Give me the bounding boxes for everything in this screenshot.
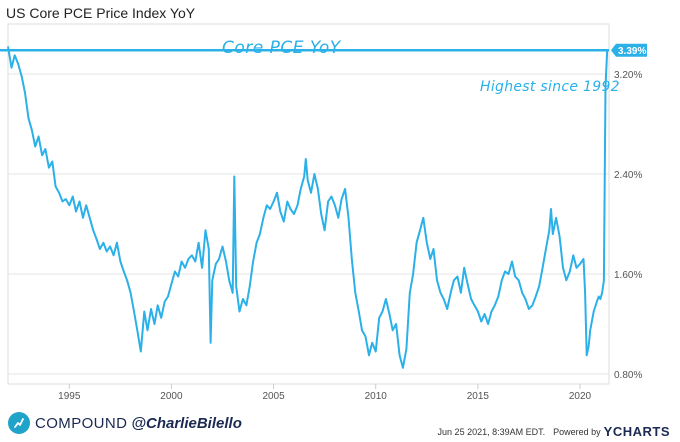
series-line (7, 46, 609, 369)
y-tick-label: 0.80% (614, 370, 642, 381)
x-axis-labels: 1995 2000 2005 2010 2015 2020 (58, 391, 591, 402)
x-axis-ticks (68, 384, 581, 389)
compound-logo-icon (8, 412, 30, 434)
annotation-core-pce: Core PCE YoY (222, 38, 341, 58)
annotation-highest-since-1992: Highest since 1992 (480, 79, 620, 95)
x-tick-label: 2010 (365, 391, 388, 402)
brand-name: COMPOUND (35, 414, 128, 432)
chart-title: US Core PCE Price Index YoY (6, 5, 196, 21)
x-tick-label: 2020 (569, 391, 592, 402)
powered-by-label: Powered by (553, 426, 601, 437)
x-tick-label: 2015 (467, 391, 490, 402)
y-tick-label: 1.60% (614, 270, 642, 281)
timestamp: Jun 25 2021, 8:39AM EDT. (437, 426, 546, 437)
x-tick-label: 1995 (58, 391, 81, 402)
last-value-badge: 3.39% (611, 43, 647, 57)
ycharts-logo: YCHARTS (603, 424, 670, 439)
source-credit: Jun 25 2021, 8:39AM EDT. Powered by YCHA… (438, 424, 670, 439)
compound-branding: COMPOUND @CharlieBilello (8, 411, 242, 435)
author-handle: @CharlieBilello (131, 414, 242, 432)
x-tick-label: 2000 (160, 391, 183, 402)
y-tick-label: 2.40% (614, 170, 642, 181)
x-tick-label: 2005 (262, 391, 285, 402)
grid-lines (7, 23, 610, 385)
plot-frame (7, 23, 610, 385)
last-value-label: 3.39% (618, 46, 646, 57)
y-axis-labels: 0.80% 1.60% 2.40% 3.20% (614, 70, 642, 381)
y-tick-label: 3.20% (614, 70, 642, 81)
